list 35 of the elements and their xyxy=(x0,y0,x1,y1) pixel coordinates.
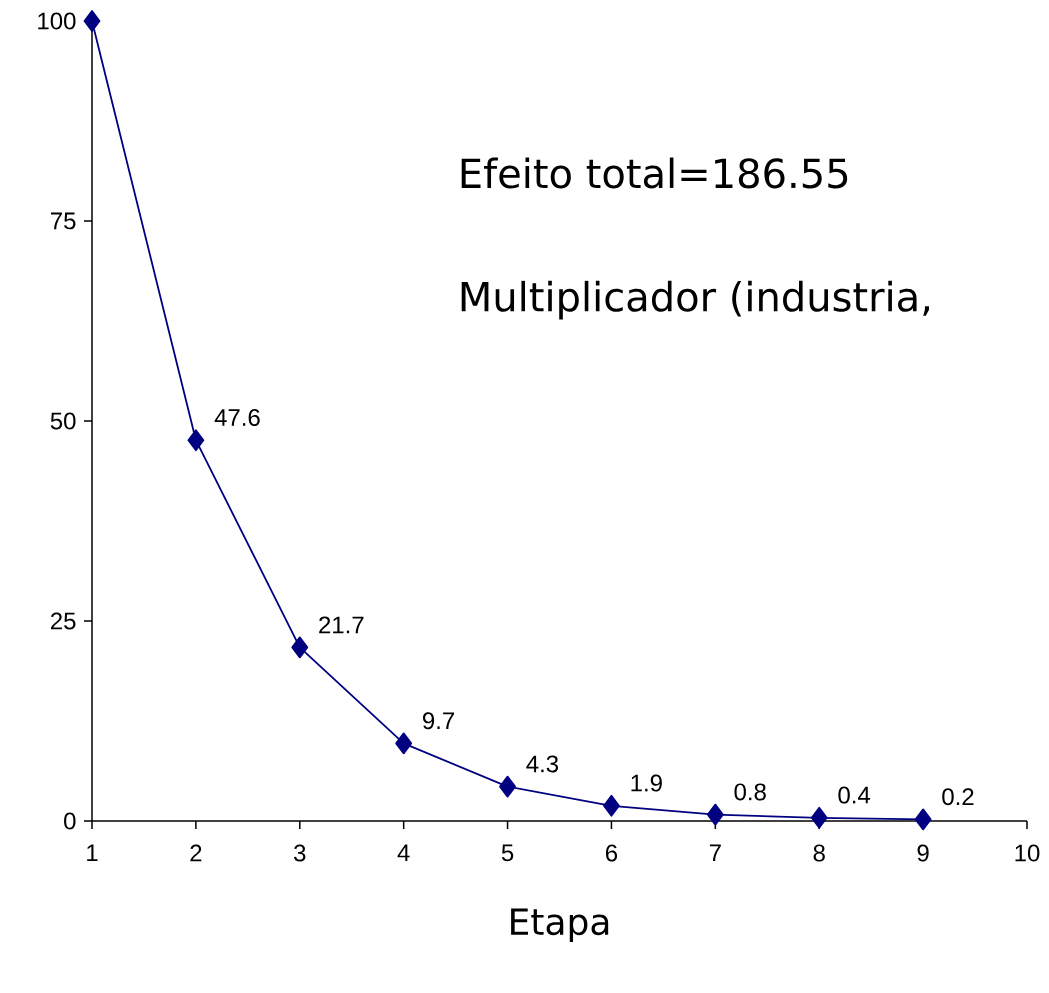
point xyxy=(603,794,620,817)
point xyxy=(187,429,205,452)
data-label: 47.6 xyxy=(214,409,260,426)
x-tick-label: 2 xyxy=(190,844,202,862)
x-tick-label: 5 xyxy=(501,844,514,862)
data-label: 0.2 xyxy=(942,788,974,806)
point xyxy=(395,732,413,755)
x-tick-label: 10 xyxy=(1015,844,1040,862)
x-tick-label: 7 xyxy=(709,844,721,862)
x-tick-label: 1 xyxy=(87,844,98,862)
y-tick-label: 100 xyxy=(38,12,76,30)
x-axis-title: Etapa xyxy=(511,908,609,943)
x-tick-label: 3 xyxy=(294,844,306,862)
data-label: 1.9 xyxy=(631,774,662,792)
data-label: 21.7 xyxy=(319,616,364,634)
point xyxy=(499,775,516,798)
y-tick-label: 0 xyxy=(64,812,76,830)
annotation: Efeito total=186.55 xyxy=(461,157,848,189)
x-tick-label: 6 xyxy=(606,844,618,862)
x-tick-label: 9 xyxy=(917,844,929,862)
point xyxy=(706,803,724,826)
point xyxy=(914,808,932,831)
x-tick-label: 8 xyxy=(813,844,825,862)
data-label: 4.3 xyxy=(526,755,559,773)
y-tick-label: 25 xyxy=(50,612,76,630)
data-label: 9.7 xyxy=(423,712,455,730)
y-tick-label: 75 xyxy=(50,212,76,230)
data-label: 0.8 xyxy=(734,783,766,801)
point xyxy=(291,636,309,659)
point xyxy=(83,10,101,32)
annotation: Multiplicador (industria, xyxy=(461,280,930,320)
point xyxy=(810,806,828,829)
x-tick-label: 4 xyxy=(397,844,410,862)
y-tick-label: 50 xyxy=(50,412,76,430)
data-label: 0.4 xyxy=(838,786,871,804)
